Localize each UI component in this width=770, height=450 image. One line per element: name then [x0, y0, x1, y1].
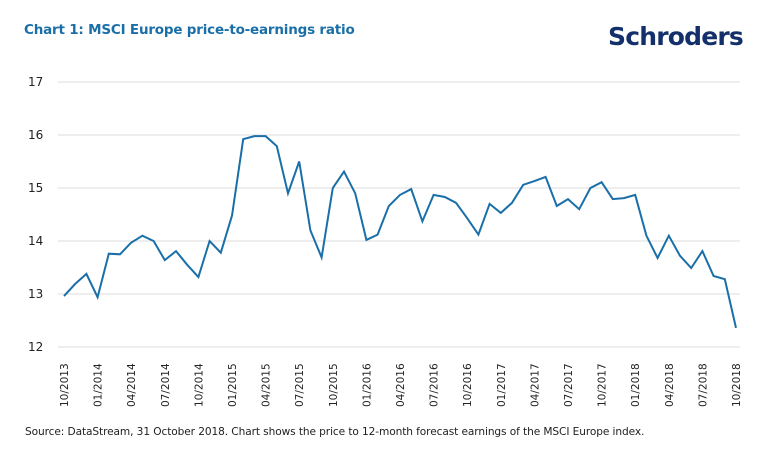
x-tick-label: 07/2017: [563, 363, 575, 407]
chart-title: Chart 1: MSCI Europe price-to-earnings r…: [24, 22, 355, 38]
y-axis-ticks: 12 13 14 15 16 17: [28, 75, 43, 354]
y-tick-label: 16: [28, 128, 43, 142]
x-tick-label: 07/2014: [160, 363, 172, 407]
y-tick-label: 15: [28, 181, 43, 195]
x-tick-label: 01/2017: [496, 363, 508, 407]
y-tick-label: 17: [28, 75, 43, 89]
x-tick-label: 10/2016: [462, 363, 474, 407]
x-tick-label: 07/2018: [697, 363, 709, 407]
x-tick-label: 10/2017: [597, 363, 609, 407]
x-tick-label: 04/2015: [261, 363, 273, 407]
x-tick-label: 10/2018: [731, 363, 743, 407]
x-tick-label: 01/2015: [227, 363, 239, 407]
x-axis-ticks: 10/2013 01/2014 04/2014 07/2014 10/2014 01/20…: [59, 363, 743, 407]
x-tick-label: 04/2014: [126, 363, 138, 407]
series-line-msci-europe-pe: [63, 135, 737, 329]
y-tick-label: 12: [28, 340, 43, 354]
x-tick-label: 01/2016: [361, 363, 373, 407]
x-tick-label: 07/2015: [294, 363, 306, 407]
source-note: Source: DataStream, 31 October 2018. Cha…: [25, 426, 645, 438]
x-tick-label: 04/2017: [529, 363, 541, 407]
gridlines: [58, 81, 740, 348]
series-group: [63, 135, 737, 329]
x-tick-label: 10/2013: [59, 363, 71, 407]
x-tick-label: 10/2015: [328, 363, 340, 407]
x-tick-label: 01/2018: [630, 363, 642, 407]
x-tick-label: 01/2014: [93, 363, 105, 407]
y-tick-label: 13: [28, 287, 43, 301]
x-tick-label: 04/2018: [664, 363, 676, 407]
x-tick-label: 07/2016: [429, 363, 441, 407]
x-tick-label: 10/2014: [193, 363, 205, 407]
y-tick-label: 14: [28, 234, 43, 248]
x-tick-label: 04/2016: [395, 363, 407, 407]
schroders-logo: Schroders: [608, 22, 744, 51]
